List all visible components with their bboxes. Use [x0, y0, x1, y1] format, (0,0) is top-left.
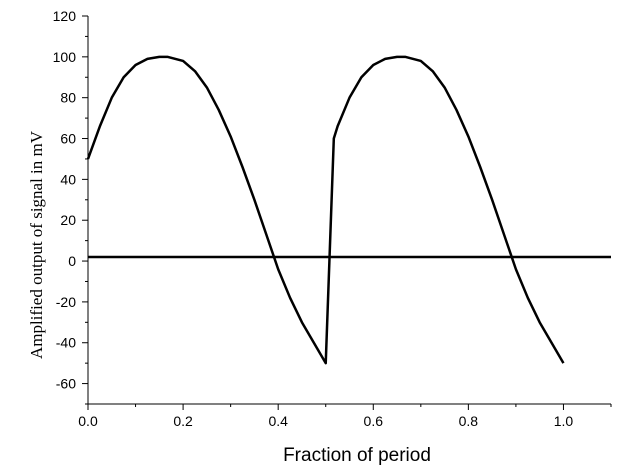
x-axis-label: Fraction of period [283, 445, 431, 466]
y-tick-label: 60 [60, 131, 76, 147]
series-line-0 [86, 55, 565, 365]
tick-labels: -60 -40 -20 0 20 40 60 80 100 120 0.0 0.2 0.4 0.6 0.8 1… [53, 8, 574, 429]
y-tick-label: -60 [56, 376, 76, 392]
y-tick-label: 0 [68, 253, 76, 269]
y-tick-label: 120 [53, 8, 77, 24]
axes [82, 15, 612, 410]
x-tick-label: 0.0 [78, 413, 98, 429]
x-tick-label: 0.6 [364, 413, 384, 429]
x-tick-label: 0.4 [268, 413, 288, 429]
y-tick-label: 100 [53, 49, 77, 65]
y-tick-label: -20 [56, 294, 76, 310]
y-axis-label: Amplified output of signal in mV [27, 130, 46, 359]
x-tick-label: 1.0 [554, 413, 574, 429]
x-tick-label: 0.8 [459, 413, 479, 429]
y-tick-label: -40 [56, 335, 76, 351]
series-layer [86, 55, 611, 365]
y-tick-label: 80 [60, 90, 76, 106]
y-tick-label: 20 [60, 212, 76, 228]
y-tick-label: 40 [60, 171, 76, 187]
x-tick-label: 0.2 [173, 413, 193, 429]
